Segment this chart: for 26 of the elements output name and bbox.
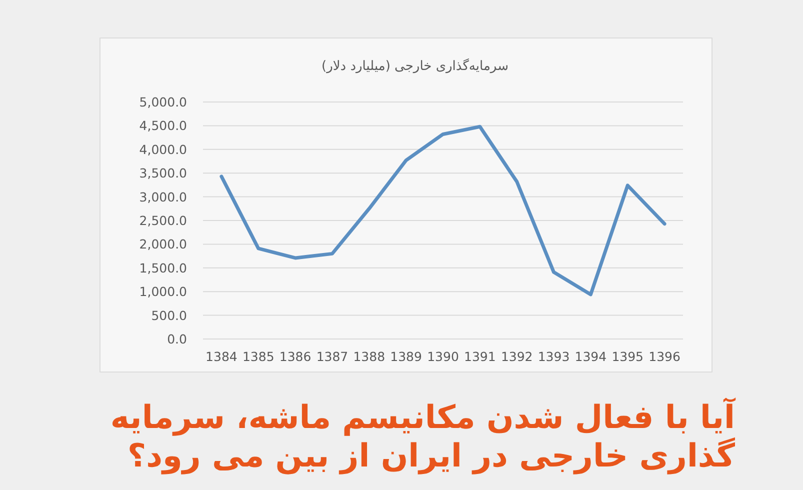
x-tick-label: 1392 [500,349,533,364]
y-tick-label: 3,500.0 [139,166,188,181]
x-tick-label: 1387 [316,349,348,364]
chart-title: سرمایه‌گذاری خارجی (میلیارد دلار) [322,58,508,74]
y-tick-label: 1,500.0 [139,260,188,276]
x-tick-label: 1395 [612,349,644,364]
x-tick-label: 1393 [538,349,570,364]
x-tick-label: 1391 [464,349,496,364]
y-tick-label: 4,000.0 [139,142,188,157]
headline: آیا با فعال شدن مکانیسم ماشه، سرمایه گذاری خارجی در ایران از بین می رود؟ [110,398,735,474]
y-tick-label: 0.0 [167,332,188,346]
y-tick-label: 2,000.0 [139,236,188,252]
y-tick-label: 1,000.0 [139,284,188,300]
x-tick-label: 1390 [427,349,459,364]
x-tick-label: 1384 [206,349,238,364]
y-tick-label: 2,500.0 [139,213,188,228]
y-tick-label: 5,000.0 [139,94,188,110]
x-tick-label: 1388 [353,349,386,364]
y-tick-label: 4,500.0 [139,118,188,134]
x-tick-label: 1389 [390,349,422,364]
y-tick-label: 3,000.0 [139,189,188,204]
x-tick-label: 1394 [574,349,607,364]
x-tick-label: 1396 [648,349,680,364]
x-tick-label: 1386 [279,349,312,364]
y-tick-label: 500.0 [151,308,188,323]
x-tick-label: 1385 [242,349,274,364]
